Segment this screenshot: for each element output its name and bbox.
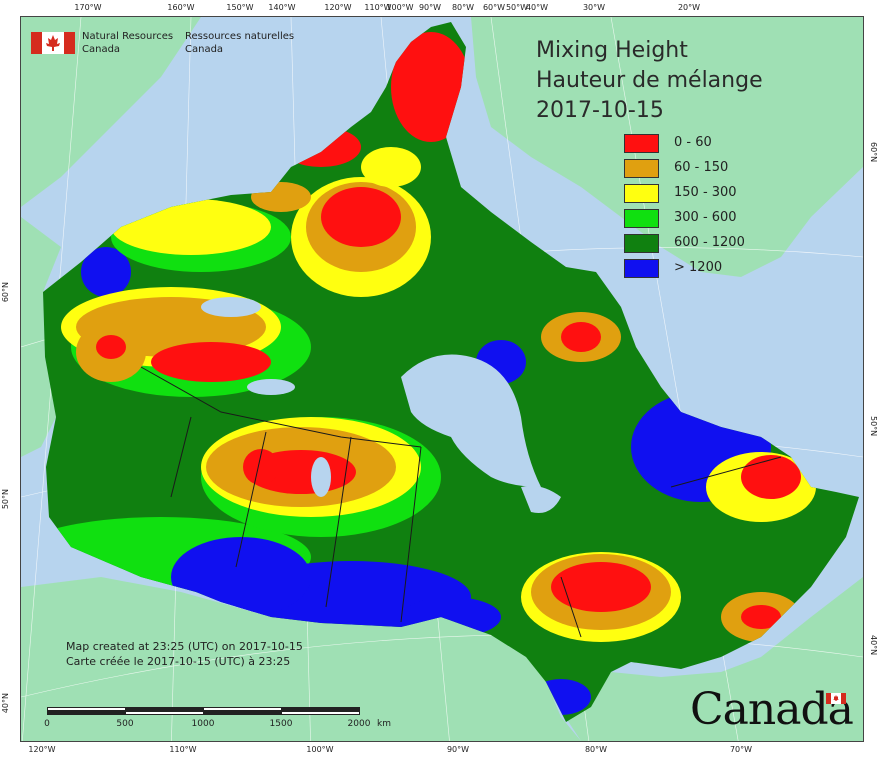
agency-english-line: Natural Resources <box>82 31 174 42</box>
map-date: 2017-10-15 <box>536 98 664 123</box>
map-frame <box>20 16 864 742</box>
provincial-boundaries <box>140 366 782 638</box>
map-credit-french: Carte créée le 2017-10-15 (UTC) à 23:25 <box>66 655 291 668</box>
agency-name-english: Natural Resources Canada <box>82 30 173 56</box>
scale-bar-label: 0 <box>44 719 50 729</box>
bottom-tick-label: 80°W <box>584 745 608 754</box>
map-title-french: Hauteur de mélange <box>536 68 763 93</box>
legend-label: 300 - 600 <box>674 210 737 225</box>
agency-french-line: Canada <box>185 44 224 55</box>
james-bay <box>521 485 561 513</box>
legend-swatch <box>624 259 659 278</box>
map-title-english: Mixing Height <box>536 38 688 63</box>
scale-bar-label: 500 <box>116 719 134 729</box>
scale-bar-label: 1000 <box>191 719 215 729</box>
top-tick-label: 80°W <box>451 3 475 12</box>
scale-bar-segment <box>203 711 282 715</box>
scale-bar-segment <box>47 711 126 715</box>
bottom-tick-label: 110°W <box>169 745 197 754</box>
russia-land <box>21 17 201 207</box>
hudson-bay <box>401 354 541 487</box>
wordmark-flag-icon <box>826 693 846 704</box>
bottom-tick-label: 70°W <box>729 745 753 754</box>
top-tick-label: 100°W <box>386 3 414 12</box>
right-tick-label: 60°N <box>869 142 878 163</box>
usa-land <box>21 577 581 741</box>
legend-swatch <box>624 184 659 203</box>
agency-french-line: Ressources naturelles <box>185 31 295 42</box>
bottom-tick-label: 100°W <box>306 745 334 754</box>
top-tick-label: 120°W <box>324 3 352 12</box>
right-tick-label: 50°N <box>869 416 878 437</box>
top-tick-label: 90°W <box>418 3 442 12</box>
alaska-land <box>21 217 61 457</box>
lake-shape <box>201 297 261 317</box>
agency-name-french: Ressources naturelles Canada <box>185 30 294 56</box>
scale-bar-label: 2000 <box>347 719 371 729</box>
mixing-height-map <box>21 17 863 741</box>
scale-bar-unit: km <box>377 719 391 729</box>
canada-wordmark: Canada <box>690 684 854 735</box>
legend-swatch <box>624 234 659 253</box>
lake-shape <box>247 379 295 395</box>
top-tick-label: 160°W <box>167 3 195 12</box>
left-tick-label: 60°N <box>1 282 10 303</box>
right-tick-label: 40°N <box>869 635 878 656</box>
agency-english-line: Canada <box>82 44 121 55</box>
legend-label: 60 - 150 <box>674 160 729 175</box>
legend-swatch <box>624 159 659 178</box>
usa-northeast-land <box>526 577 863 741</box>
legend-label: 600 - 1200 <box>674 235 745 250</box>
top-tick-label: 150°W <box>226 3 254 12</box>
greenland-land <box>471 17 863 277</box>
lake-shape <box>311 457 331 497</box>
scale-bar-segment <box>281 707 360 711</box>
top-tick-label: 110°W <box>364 3 392 12</box>
top-tick-label: 30°W <box>582 3 606 12</box>
top-tick-label: 50°W <box>505 3 529 12</box>
legend-swatch <box>624 134 659 153</box>
map-credit-english: Map created at 23:25 (UTC) on 2017-10-15 <box>66 640 303 653</box>
top-tick-label: 40°W <box>525 3 549 12</box>
scale-bar-segment <box>125 711 204 715</box>
legend-label: 0 - 60 <box>674 135 712 150</box>
scale-bar-label: 1500 <box>269 719 293 729</box>
top-tick-label: 60°W <box>482 3 506 12</box>
top-tick-label: 170°W <box>74 3 102 12</box>
left-tick-label: 40°N <box>1 693 10 714</box>
left-tick-label: 50°N <box>1 489 10 510</box>
legend-label: > 1200 <box>674 260 723 275</box>
scale-bar-segment <box>281 711 360 715</box>
legend-swatch <box>624 209 659 228</box>
bottom-tick-label: 120°W <box>28 745 56 754</box>
canada-flag-icon <box>31 32 75 54</box>
legend-label: 150 - 300 <box>674 185 737 200</box>
top-tick-label: 20°W <box>677 3 701 12</box>
top-tick-label: 140°W <box>268 3 296 12</box>
bottom-tick-label: 90°W <box>446 745 470 754</box>
